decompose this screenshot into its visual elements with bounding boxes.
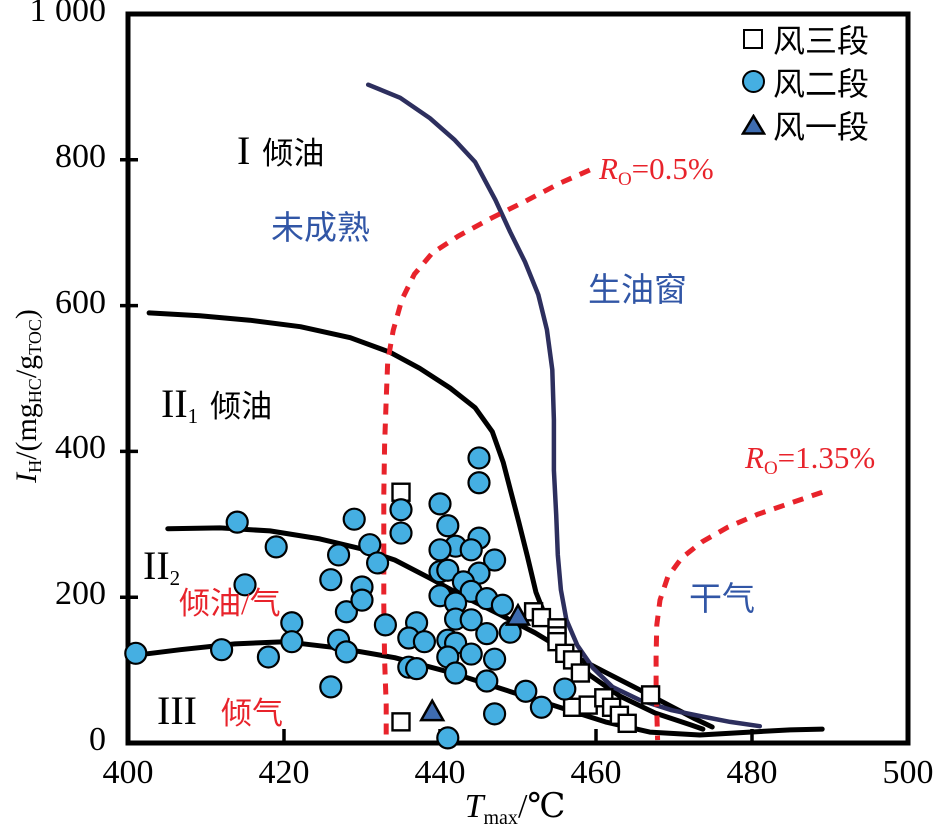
- filled-triangle-icon: [737, 113, 769, 136]
- oil-window-label: 生油窗: [588, 273, 687, 309]
- point-circle: [280, 611, 304, 635]
- point-circle: [405, 657, 429, 681]
- oil-gas-prone-label: 倾油/气: [179, 586, 281, 621]
- point-square: [391, 712, 411, 732]
- zone-II1-label: II1 倾油: [161, 381, 273, 428]
- legend-item-feng3: 风三段: [737, 17, 869, 60]
- zone-I-numeral: I: [237, 128, 251, 173]
- point-triangle: [504, 602, 532, 626]
- point-circle: [475, 622, 499, 646]
- point-circle: [256, 645, 280, 669]
- point-circle: [475, 669, 499, 693]
- point-circle: [459, 608, 483, 632]
- legend-item-feng2: 风二段: [737, 60, 869, 103]
- curve-type-II2-lower-boundary: [125, 639, 825, 738]
- dry-gas-label: 干气: [689, 582, 755, 618]
- point-circle: [514, 679, 538, 703]
- zone-II2-label: II2: [143, 543, 181, 590]
- curve-oil-window-envelope: [365, 82, 763, 729]
- point-circle: [327, 543, 351, 567]
- point-circle: [342, 507, 366, 531]
- point-circle: [334, 640, 358, 664]
- point-circle: [436, 726, 460, 750]
- point-circle: [225, 510, 249, 534]
- x-tick-label: 460: [570, 754, 622, 791]
- axis-border: [125, 11, 911, 746]
- point-circle: [459, 642, 483, 666]
- point-square: [570, 663, 591, 683]
- point-circle: [280, 630, 304, 654]
- point-circle: [428, 538, 452, 562]
- point-circle: [412, 630, 436, 654]
- y-tick-label: 1 000: [29, 0, 107, 29]
- point-circle: [124, 641, 148, 665]
- point-circle: [444, 661, 468, 685]
- point-circle: [529, 695, 554, 719]
- y-tick-label: 200: [55, 575, 106, 613]
- ro-0.5-label: RO=0.5%: [599, 151, 714, 190]
- legend-item-feng1: 风一段: [737, 103, 869, 146]
- point-circle: [366, 551, 390, 575]
- y-tick-label: 400: [55, 429, 106, 467]
- point-circle: [319, 568, 343, 592]
- point-circle: [319, 675, 343, 699]
- point-square: [617, 713, 637, 734]
- point-circle: [210, 638, 234, 662]
- zone-I-label: I 倾油: [237, 130, 324, 172]
- zone-III-label: III 倾气: [157, 688, 283, 733]
- point-square: [531, 607, 552, 628]
- filled-circle-icon: [737, 70, 769, 93]
- legend-label: 风二段: [773, 65, 870, 102]
- point-circle: [483, 647, 507, 671]
- immature-label: 未成熟: [271, 211, 370, 247]
- point-circle: [483, 702, 507, 726]
- point-circle: [264, 535, 288, 559]
- point-circle: [467, 471, 491, 495]
- point-circle: [334, 600, 358, 624]
- point-square: [640, 685, 661, 705]
- point-circle: [490, 593, 514, 617]
- curve-Ro-1.35-isoline: [653, 489, 824, 741]
- open-square-icon: [737, 28, 769, 49]
- point-circle: [483, 548, 507, 572]
- x-axis-title: Tmax/℃: [464, 788, 566, 829]
- y-tick-label: 600: [55, 283, 106, 321]
- point-circle: [436, 558, 460, 582]
- point-circle: [389, 498, 413, 522]
- point-triangle: [419, 698, 446, 722]
- point-circle: [428, 492, 452, 516]
- y-tick-label: 0: [89, 721, 106, 758]
- point-circle: [436, 514, 460, 538]
- legend-label: 风三段: [773, 22, 870, 59]
- point-circle: [233, 573, 257, 597]
- point-circle: [459, 538, 483, 562]
- x-tick-label: 440: [414, 754, 466, 791]
- x-tick-label: 420: [258, 754, 310, 791]
- ro-1.35-label: RO=1.35%: [745, 440, 876, 479]
- point-circle: [553, 677, 577, 701]
- zone-I-text: 倾油: [262, 136, 325, 171]
- x-tick-label: 480: [726, 754, 778, 791]
- y-tick-label: 800: [55, 137, 106, 175]
- point-circle: [350, 588, 374, 612]
- x-tick-label: 500: [882, 754, 934, 791]
- legend-label: 风一段: [773, 108, 870, 145]
- curve-type-I-lower-boundary: [146, 310, 706, 732]
- x-tick-label: 400: [102, 754, 154, 791]
- point-circle: [389, 521, 413, 545]
- legend: 风三段 风二段 风一段: [737, 17, 869, 146]
- point-circle: [373, 613, 397, 637]
- point-circle: [467, 446, 491, 470]
